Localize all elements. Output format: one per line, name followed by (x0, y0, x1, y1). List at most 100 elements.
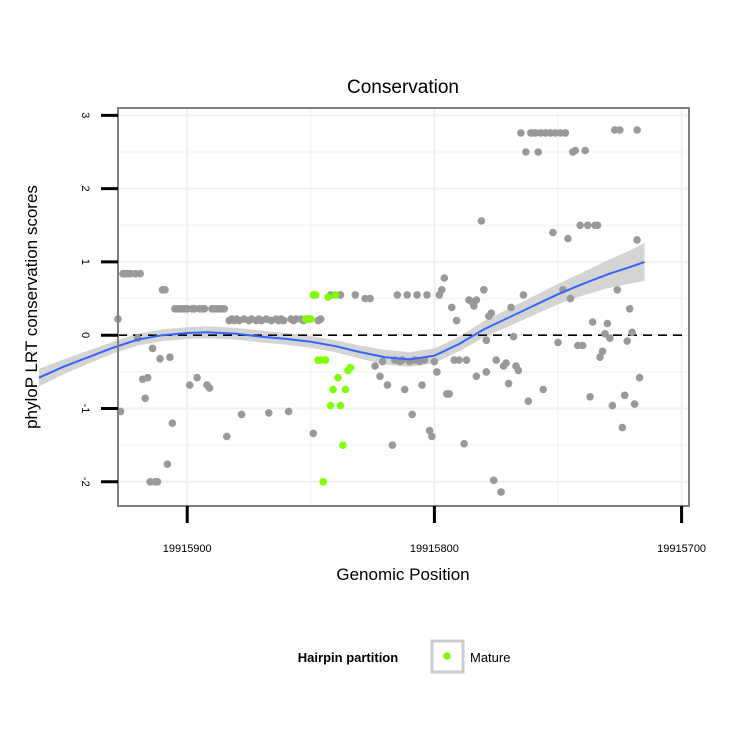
data-point (393, 291, 402, 299)
mature-point (339, 441, 347, 450)
data-point (445, 390, 454, 398)
data-point (428, 432, 436, 441)
mature-point (331, 291, 340, 299)
data-point (205, 384, 214, 392)
data-point (408, 410, 417, 419)
data-point (514, 366, 523, 375)
legend: Hairpin partition Mature (298, 639, 510, 674)
data-point (603, 319, 612, 328)
data-point (489, 476, 498, 485)
data-point (480, 286, 488, 294)
data-point (351, 291, 360, 299)
data-point (418, 381, 426, 389)
mature-point (346, 363, 355, 372)
data-point (168, 419, 177, 428)
data-point (440, 274, 449, 282)
x-tick-label: 19915700 (657, 543, 706, 555)
data-point (366, 294, 374, 303)
x-tick-label: 19915800 (410, 543, 459, 555)
data-point (571, 146, 580, 155)
chart-title: Conservation (347, 77, 459, 98)
data-point (376, 372, 384, 381)
data-point (371, 362, 379, 370)
data-point (388, 441, 397, 450)
data-point (578, 341, 587, 350)
data-point (153, 478, 162, 486)
data-point (403, 291, 412, 299)
data-point (316, 315, 325, 323)
legend-title: Hairpin partition (298, 650, 398, 665)
mature-point (336, 401, 345, 410)
data-point (220, 305, 229, 313)
data-point (539, 385, 547, 394)
data-point (588, 318, 597, 326)
confidence-band-area (38, 242, 645, 387)
data-point (425, 426, 434, 435)
data-point (223, 432, 231, 441)
data-point (608, 401, 617, 410)
data-point (141, 394, 149, 403)
data-point (583, 221, 592, 230)
y-axis-title: phyloP LRT conservation scores (22, 185, 41, 429)
data-point (522, 148, 530, 156)
mature-point (319, 478, 328, 486)
data-point (616, 126, 624, 134)
data-point (487, 309, 496, 318)
data-point (455, 356, 463, 364)
mature-point (334, 373, 342, 382)
data-point (383, 381, 392, 389)
data-point (237, 410, 246, 419)
mature-point (326, 401, 335, 410)
y-tick-label: 2 (79, 186, 91, 192)
data-point (497, 488, 505, 496)
data-point (630, 400, 639, 408)
data-point (438, 286, 446, 294)
y-tick-label: 0 (79, 332, 91, 338)
axes: -2 -1 0 1 2 3 19915900 19915800 19915700 (79, 112, 706, 555)
y-tick-label: 1 (79, 259, 91, 265)
data-point (161, 286, 169, 294)
data-point (148, 344, 157, 353)
data-point (618, 423, 627, 432)
data-point (482, 368, 491, 376)
data-point (633, 126, 641, 134)
data-point (156, 354, 164, 363)
data-point (524, 397, 533, 406)
data-point (517, 129, 525, 137)
data-point (398, 356, 407, 364)
data-point (564, 234, 572, 243)
data-point (586, 393, 594, 401)
data-point (447, 303, 456, 312)
data-point (554, 338, 562, 347)
smooth-trend-line (38, 260, 645, 379)
data-point (423, 291, 431, 299)
y-tick-label: -2 (79, 477, 91, 487)
data-point (628, 328, 636, 337)
data-point (596, 353, 604, 362)
data-point (620, 391, 629, 400)
data-point (507, 303, 515, 312)
x-axis-title: Genomic Position (336, 565, 469, 584)
data-point (566, 294, 575, 303)
data-point (509, 332, 518, 341)
mature-point (329, 385, 337, 394)
data-point (200, 305, 209, 313)
mature-point (307, 315, 315, 323)
legend-label-mature: Mature (470, 650, 510, 665)
data-point (472, 372, 481, 381)
data-point (534, 148, 542, 156)
data-point (593, 221, 602, 230)
data-point (623, 337, 631, 345)
data-point (482, 336, 491, 345)
data-point (163, 460, 172, 469)
data-point (635, 373, 644, 382)
data-point (613, 286, 622, 294)
data-point (576, 221, 584, 230)
data-point (400, 385, 409, 394)
data-point (166, 353, 174, 362)
data-point (492, 356, 501, 364)
data-point (462, 356, 471, 364)
data-point (601, 330, 609, 338)
